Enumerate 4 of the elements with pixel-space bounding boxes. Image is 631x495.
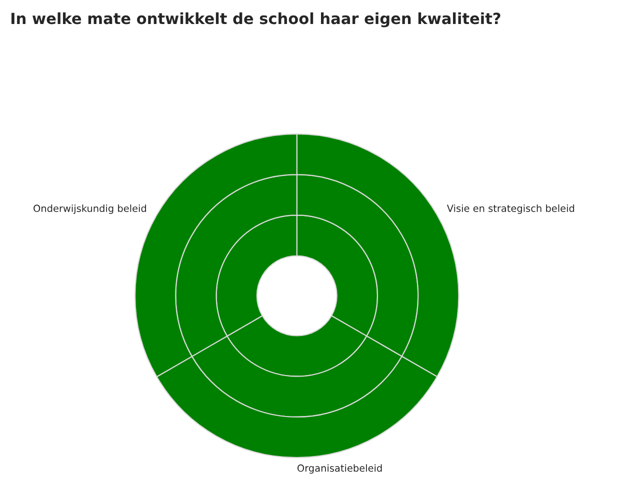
slice-label: Visie en strategisch beleid: [446, 204, 574, 214]
chart-title: In welke mate ontwikkelt de school haar eigen kwaliteit?: [12, 12, 500, 28]
slice-label: Onderwijskundig beleid: [34, 204, 146, 214]
slice-label: Organisatiebeleid: [297, 464, 382, 474]
